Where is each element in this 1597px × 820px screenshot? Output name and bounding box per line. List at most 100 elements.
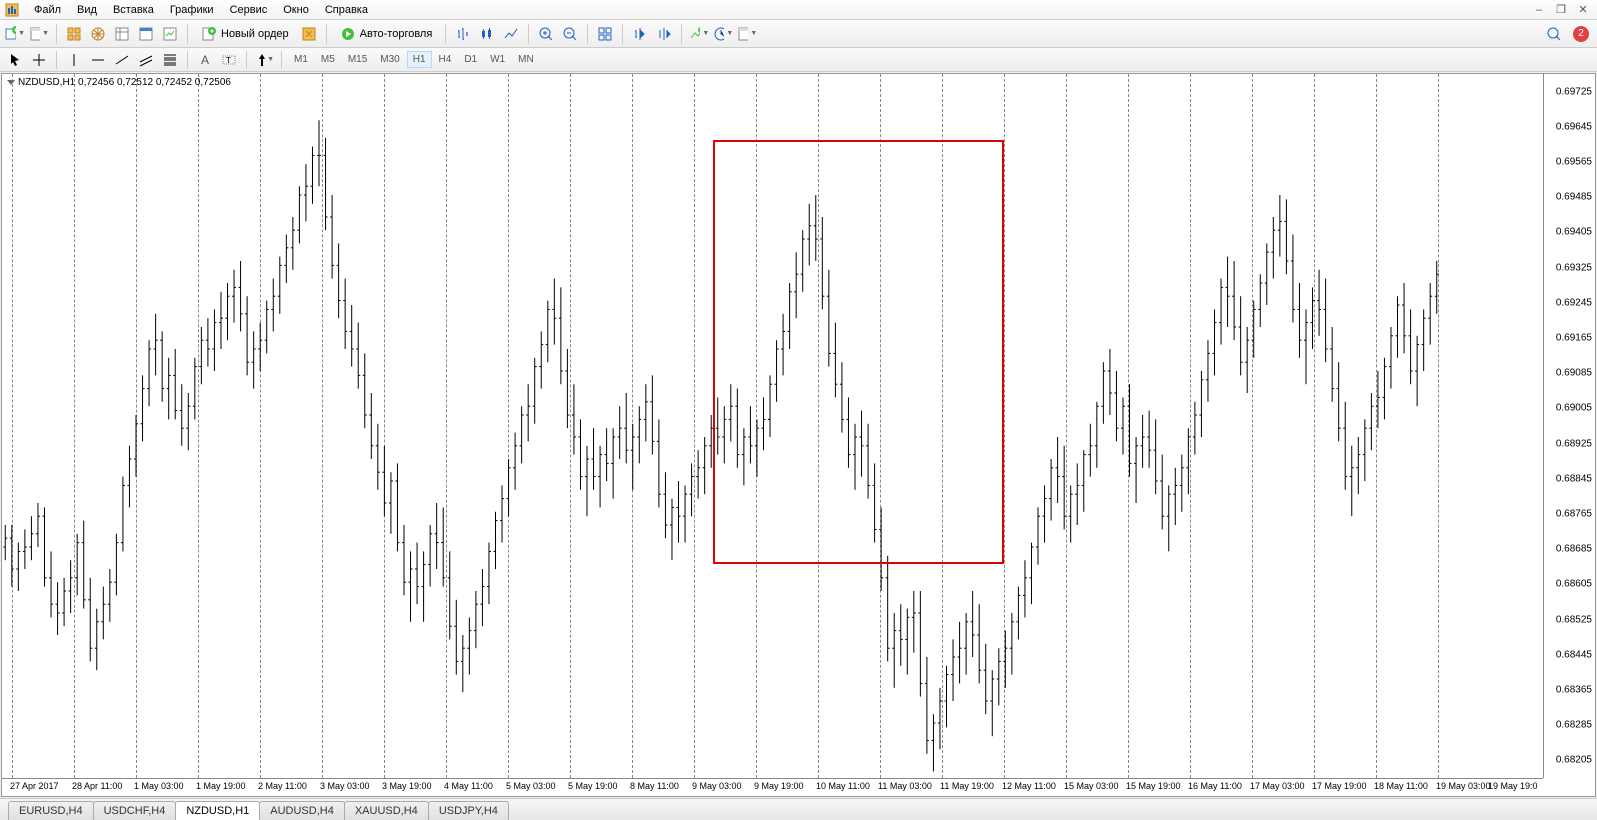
time-label: 15 May 19:00 xyxy=(1126,781,1181,791)
time-label: 19 May 03:00 xyxy=(1436,781,1491,791)
chart-tab-nzdusd-h1[interactable]: NZDUSD,H1 xyxy=(175,801,260,820)
periods-button[interactable]: ▼ xyxy=(712,23,734,45)
metaquotes-button[interactable] xyxy=(298,23,320,45)
autotrading-button[interactable]: Авто-торговля xyxy=(333,23,440,45)
timeframe-mn[interactable]: MN xyxy=(512,51,540,68)
price-tick: 0.69165 xyxy=(1556,333,1592,344)
price-tick: 0.68365 xyxy=(1556,685,1592,696)
price-tick: 0.68525 xyxy=(1556,614,1592,625)
terminal-button[interactable] xyxy=(135,23,157,45)
menu-окно[interactable]: Окно xyxy=(275,2,317,18)
crosshair-tool[interactable] xyxy=(28,49,50,71)
time-label: 4 May 11:00 xyxy=(444,781,493,791)
text-tool[interactable]: A xyxy=(194,49,216,71)
time-label: 9 May 03:00 xyxy=(692,781,742,791)
line-chart-button[interactable] xyxy=(500,23,522,45)
market-watch-button[interactable] xyxy=(63,23,85,45)
navigator-button[interactable] xyxy=(87,23,109,45)
chart-area[interactable] xyxy=(2,74,1543,778)
candlestick-button[interactable] xyxy=(476,23,498,45)
price-tick: 0.69725 xyxy=(1556,86,1592,97)
price-tick: 0.68605 xyxy=(1556,579,1592,590)
menu-файл[interactable]: Файл xyxy=(26,2,69,18)
new-chart-button[interactable]: ▼ xyxy=(4,23,26,45)
menu-вставка[interactable]: Вставка xyxy=(105,2,162,18)
chart-tab-usdjpy-h4[interactable]: USDJPY,H4 xyxy=(428,801,509,820)
time-label: 5 May 19:00 xyxy=(568,781,618,791)
arrows-tool[interactable]: ▼ xyxy=(253,49,275,71)
chart-tabs: EURUSD,H4USDCHF,H4NZDUSD,H1AUDUSD,H4XAUU… xyxy=(0,798,1597,820)
fibonacci-tool[interactable] xyxy=(159,49,181,71)
bar-chart-button[interactable] xyxy=(452,23,474,45)
text-label-tool[interactable]: T xyxy=(218,49,240,71)
time-label: 1 May 19:00 xyxy=(196,781,246,791)
price-tick: 0.68925 xyxy=(1556,438,1592,449)
equidistant-channel-tool[interactable] xyxy=(135,49,157,71)
time-label: 15 May 03:00 xyxy=(1064,781,1119,791)
window-restore[interactable]: ❐ xyxy=(1551,3,1571,16)
auto-scroll-button[interactable] xyxy=(629,23,651,45)
chart-panel[interactable]: NZDUSD,H1 0,72456 0,72512 0,72452 0,7250… xyxy=(1,73,1596,797)
chart-shift-button[interactable] xyxy=(653,23,675,45)
main-toolbar: ▼ ▼ Новый ордер Авто-торговля ▼ ▼ ▼ 2 xyxy=(0,20,1597,48)
time-label: 19 May 19:0 xyxy=(1488,781,1538,791)
zoom-in-button[interactable] xyxy=(535,23,557,45)
time-label: 2 May 11:00 xyxy=(258,781,307,791)
price-tick: 0.69245 xyxy=(1556,297,1592,308)
app-icon xyxy=(4,2,20,18)
cursor-tool[interactable] xyxy=(4,49,26,71)
templates-button[interactable]: ▼ xyxy=(736,23,758,45)
menu-bar: ФайлВидВставкаГрафикиСервисОкноСправка –… xyxy=(0,0,1597,20)
timeframe-d1[interactable]: D1 xyxy=(458,51,483,68)
menu-сервис[interactable]: Сервис xyxy=(222,2,276,18)
notification-badge[interactable]: 2 xyxy=(1573,26,1589,42)
menu-справка[interactable]: Справка xyxy=(317,2,376,18)
new-order-label: Новый ордер xyxy=(221,28,289,40)
price-tick: 0.68285 xyxy=(1556,720,1592,731)
chart-tab-audusd-h4[interactable]: AUDUSD,H4 xyxy=(259,801,345,820)
chart-tab-eurusd-h4[interactable]: EURUSD,H4 xyxy=(8,801,94,820)
indicators-button[interactable]: ▼ xyxy=(688,23,710,45)
timeframe-m1[interactable]: M1 xyxy=(288,51,314,68)
window-minimize[interactable]: – xyxy=(1529,4,1549,16)
tile-windows-button[interactable] xyxy=(594,23,616,45)
price-tick: 0.68685 xyxy=(1556,544,1592,555)
time-label: 17 May 19:00 xyxy=(1312,781,1367,791)
zoom-out-button[interactable] xyxy=(559,23,581,45)
strategy-tester-button[interactable] xyxy=(159,23,181,45)
timeframe-m30[interactable]: M30 xyxy=(374,51,405,68)
chart-tab-usdchf-h4[interactable]: USDCHF,H4 xyxy=(93,801,177,820)
menu-графики[interactable]: Графики xyxy=(162,2,222,18)
menu-вид[interactable]: Вид xyxy=(69,2,105,18)
price-tick: 0.69085 xyxy=(1556,368,1592,379)
horizontal-line-tool[interactable] xyxy=(87,49,109,71)
timeframe-h4[interactable]: H4 xyxy=(433,51,458,68)
svg-text:T: T xyxy=(226,56,231,65)
price-tick: 0.69325 xyxy=(1556,262,1592,273)
trendline-tool[interactable] xyxy=(111,49,133,71)
timeframe-h1[interactable]: H1 xyxy=(407,51,432,68)
timeframe-m15[interactable]: M15 xyxy=(342,51,373,68)
vertical-line-tool[interactable] xyxy=(63,49,85,71)
time-label: 3 May 19:00 xyxy=(382,781,432,791)
time-label: 27 Apr 2017 xyxy=(10,781,59,791)
window-close[interactable]: ✕ xyxy=(1573,3,1593,16)
price-tick: 0.68205 xyxy=(1556,755,1592,766)
price-tick: 0.69645 xyxy=(1556,121,1592,132)
highlight-rectangle[interactable] xyxy=(713,140,1004,564)
search-button[interactable] xyxy=(1543,23,1565,45)
price-tick: 0.68845 xyxy=(1556,473,1592,484)
data-window-button[interactable] xyxy=(111,23,133,45)
new-order-button[interactable]: Новый ордер xyxy=(194,23,296,45)
timeframe-m5[interactable]: M5 xyxy=(315,51,341,68)
timeframe-w1[interactable]: W1 xyxy=(484,51,511,68)
time-label: 11 May 03:00 xyxy=(878,781,932,791)
time-label: 9 May 19:00 xyxy=(754,781,804,791)
price-tick: 0.68765 xyxy=(1556,509,1592,520)
time-label: 17 May 03:00 xyxy=(1250,781,1305,791)
price-tick: 0.69565 xyxy=(1556,157,1592,168)
profiles-button[interactable]: ▼ xyxy=(28,23,50,45)
time-label: 1 May 03:00 xyxy=(134,781,184,791)
time-label: 3 May 03:00 xyxy=(320,781,370,791)
chart-tab-xauusd-h4[interactable]: XAUUSD,H4 xyxy=(344,801,429,820)
